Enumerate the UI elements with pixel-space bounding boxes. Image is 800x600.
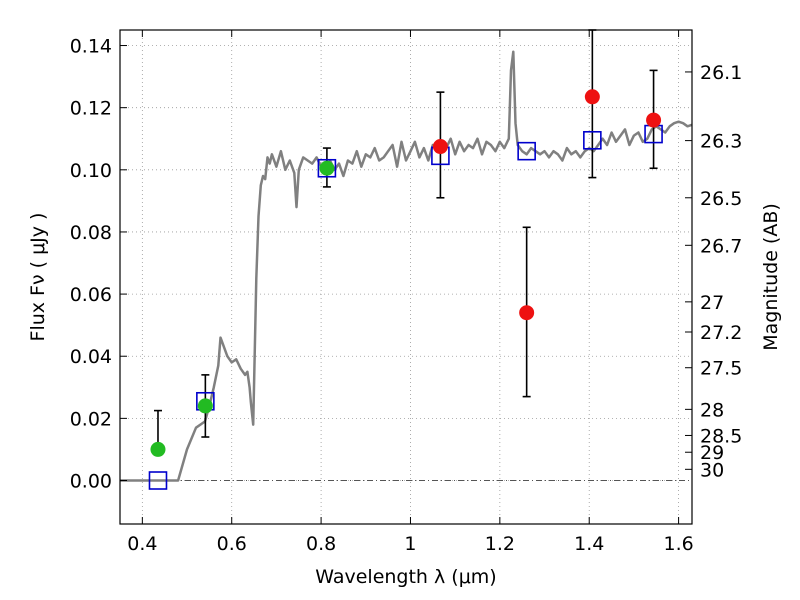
y-tick-label: 0.00 [70,471,112,493]
observed-flux-point [432,139,448,155]
grid [120,30,692,524]
model-flux-square [517,141,536,161]
y-tick-label: 0.04 [70,346,112,368]
magnitude-tick-label: 26.7 [700,235,742,257]
x-tick-label: 1.2 [485,533,515,555]
x-tick-label: 1.6 [663,533,693,555]
plot-area [120,30,692,524]
photometry-markers [148,89,663,490]
observed-flux-point [150,441,166,457]
magnitude-tick-label: 27 [700,292,724,314]
observed-flux-point [197,398,213,414]
y-tick-label: 0.10 [70,160,112,182]
plot-frame [119,29,693,525]
magnitude-tick-label: 29 [700,442,724,464]
x-tick-label: 1 [404,533,416,555]
observed-flux-point [584,89,600,105]
axis-ticks: 0.4 0.6 0.8 1 1.2 1.4 1.6 0.00 0.02 0.04 0.06 0.08 0… [70,30,742,555]
magnitude-tick-label: 26.3 [700,131,742,153]
magnitude-tick-label: 28.5 [700,425,742,447]
x-tick-label: 0.4 [127,533,157,555]
x-tick-label: 0.8 [306,533,336,555]
magnitude-tick-label: 26.5 [700,188,742,210]
y-tick-label: 0.08 [70,222,112,244]
y-axis-title: Flux Fν ( μJy ) [27,213,49,342]
observed-flux-point [646,112,662,128]
model-flux-square [148,471,168,490]
observed-flux-point [319,160,335,176]
x-axis-title: Wavelength λ (μm) [315,566,496,588]
x-tick-label: 1.4 [574,533,604,555]
observed-flux-point [519,305,535,321]
model-flux-square [583,130,602,150]
magnitude-axis-title: Magnitude (AB) [760,203,782,351]
magnitude-tick-label: 28 [700,399,724,421]
magnitude-tick-label: 26.1 [700,62,742,84]
x-tick-label: 0.6 [217,533,247,555]
y-tick-label: 0.02 [70,408,112,430]
y-tick-label: 0.06 [70,284,112,306]
magnitude-tick-label: 27.5 [700,358,742,380]
model-flux-square [317,158,337,178]
magnitude-tick-label: 27.2 [700,322,742,344]
magnitude-tick-label: 30 [700,459,724,481]
y-tick-label: 0.14 [70,36,112,58]
y-tick-label: 0.12 [70,98,112,120]
